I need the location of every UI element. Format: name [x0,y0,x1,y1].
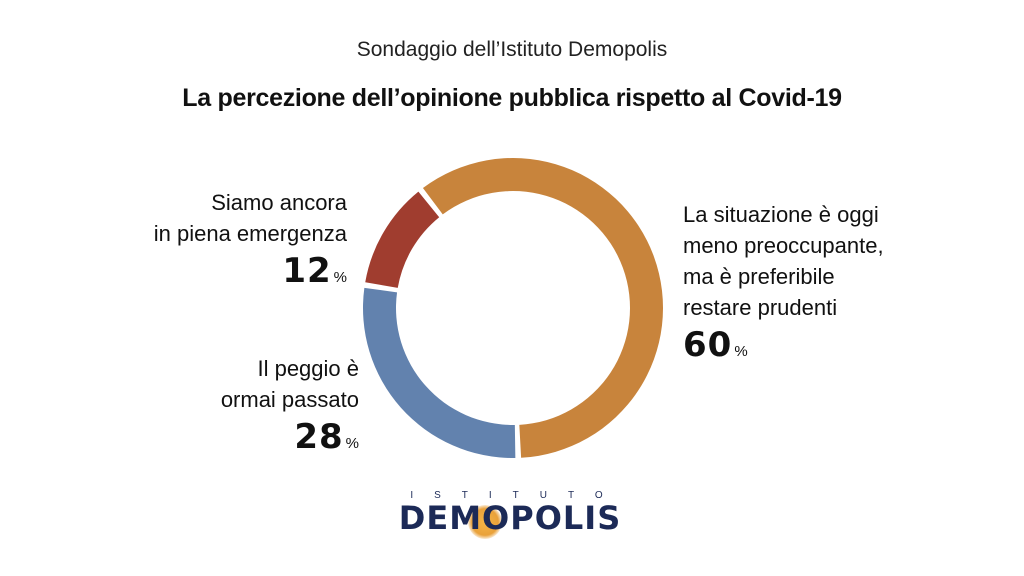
slice-label-line: meno preoccupante, [683,233,884,258]
logo-main-text: DEMOPOLIS [370,499,650,539]
percent-sign: % [333,269,347,286]
percent-sign: % [345,435,359,452]
logo-sun-mark [468,505,502,539]
slice-prudenti [422,157,664,458]
slice-label-line: Il peggio è [257,356,359,381]
slice-label-line: in piena emergenza [153,221,347,246]
slice-label-line: Siamo ancora [211,190,347,215]
slice-passato [362,287,516,459]
slice-value-prudenti: 60% [683,323,884,374]
logo-small-text: ISTITUTO [410,490,624,501]
slice-label-passato: Il peggio è ormai passato 28% [221,353,359,466]
slice-label-line: La situazione è oggi [683,202,879,227]
survey-subtitle: Sondaggio dell’Istituto Demopolis [356,38,668,61]
slice-value-passato: 28% [221,415,359,466]
slice-value-number: 12 [282,251,332,291]
slice-label-line: ma è preferibile [683,264,835,289]
slice-label-emergenza: Siamo ancora in piena emergenza 12% [154,187,347,300]
slice-label-line: ormai passato [220,387,359,412]
slice-label-line: restare prudenti [683,295,838,320]
slice-value-number: 60 [683,325,733,365]
logo-wordmark: DEMOPOLIS [398,499,622,537]
slice-value-number: 28 [294,417,344,457]
slice-label-prudenti: La situazione è oggi meno preoccupante, … [683,199,884,374]
percent-sign: % [734,343,748,360]
demopolis-logo: ISTITUTO DEMOPOLIS [370,490,650,539]
chart-title: La percezione dell’opinione pubblica ris… [182,84,842,112]
slice-emergenza [365,191,440,288]
slice-value-emergenza: 12% [154,249,347,300]
